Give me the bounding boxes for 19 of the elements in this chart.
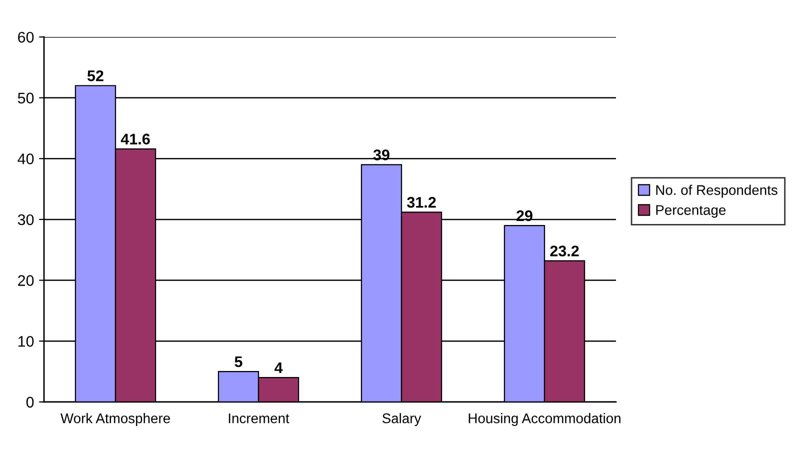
data-label: 41.6: [120, 134, 150, 144]
legend-label: Percentage: [656, 205, 726, 218]
x-tick-label: Housing Accommodation: [468, 413, 620, 426]
y-tick-label: 60: [18, 32, 34, 43]
legend-label: No. of Respondents: [656, 184, 778, 198]
data-label: 23.2: [550, 246, 579, 256]
x-tick-label: Work Atmosphere: [60, 413, 170, 426]
y-tick-label: 0: [26, 396, 34, 408]
y-tick-label: 40: [18, 153, 34, 164]
y-tick-label: 50: [18, 92, 34, 104]
y-tick-label: 10: [18, 336, 34, 347]
data-label: 5: [234, 356, 242, 368]
data-label: 52: [87, 70, 104, 82]
x-tick-label: Increment: [228, 414, 290, 424]
x-tick-label: Salary: [382, 413, 422, 426]
y-tick-label: 20: [18, 275, 34, 286]
data-label: 31.2: [407, 196, 436, 208]
data-label: 4: [274, 362, 283, 374]
y-tick-label: 30: [18, 214, 34, 226]
